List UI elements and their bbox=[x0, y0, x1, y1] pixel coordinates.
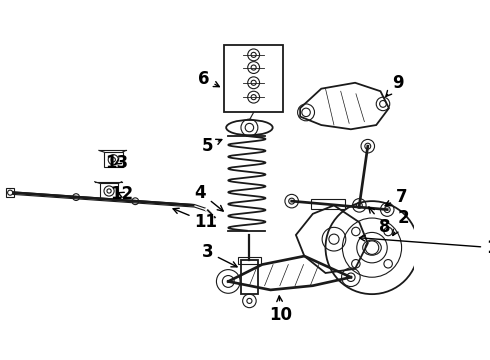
Text: 3: 3 bbox=[201, 243, 237, 267]
Bar bbox=[104, 152, 122, 167]
Text: 2: 2 bbox=[393, 209, 409, 235]
Text: 12: 12 bbox=[110, 185, 134, 203]
Bar bbox=[311, 199, 345, 209]
Text: 4: 4 bbox=[195, 184, 223, 211]
Bar bbox=[6, 188, 14, 197]
Bar bbox=[238, 257, 261, 264]
Bar bbox=[241, 260, 258, 294]
Text: 11: 11 bbox=[173, 208, 218, 231]
Text: 7: 7 bbox=[385, 188, 407, 206]
Text: 5: 5 bbox=[201, 137, 222, 155]
Bar bbox=[100, 183, 119, 199]
Bar bbox=[224, 45, 283, 112]
Text: 10: 10 bbox=[269, 296, 292, 324]
Text: 13: 13 bbox=[105, 154, 128, 172]
Text: 1: 1 bbox=[359, 235, 490, 257]
Text: 9: 9 bbox=[386, 74, 404, 96]
Text: 8: 8 bbox=[369, 207, 390, 235]
Text: 6: 6 bbox=[198, 69, 220, 87]
